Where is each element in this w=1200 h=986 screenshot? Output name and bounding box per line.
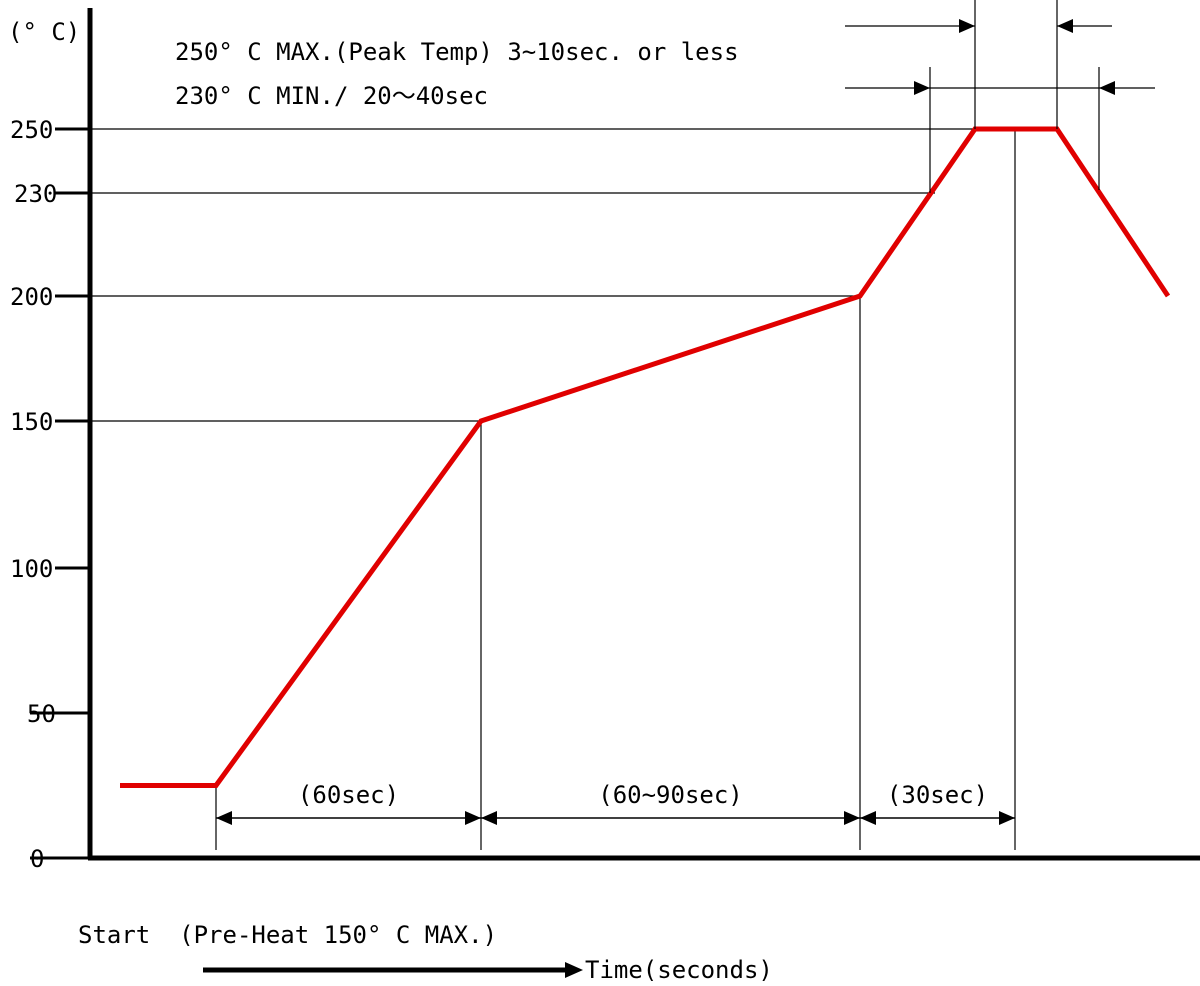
duration-arrow-left-0 <box>216 811 232 825</box>
temperature-curve <box>120 126 1171 788</box>
duration-label-0: (60sec) <box>298 781 399 809</box>
peak-note: 250° C MAX.(Peak Temp) 3~10sec. or less <box>175 38 739 66</box>
axes <box>87 8 1200 861</box>
time-arrow-head <box>565 962 583 978</box>
duration-arrow-right-1 <box>844 811 860 825</box>
duration-markers: (60sec) (60~90sec) (30sec) <box>216 781 1015 825</box>
vertical-markers <box>215 129 1016 850</box>
duration-arrow-right-2 <box>999 811 1015 825</box>
duration-label-2: (30sec) <box>887 781 988 809</box>
min-window-arrowhead-right <box>1099 81 1115 95</box>
y-tick-label-200: 200 <box>10 283 53 311</box>
y-tick-label-230: 230 <box>14 180 57 208</box>
y-unit-label: (° C) <box>8 18 80 46</box>
start-label: Start (Pre-Heat 150° C MAX.) <box>78 921 497 949</box>
duration-arrow-right-0 <box>465 811 481 825</box>
peak-window-markers <box>845 0 1155 193</box>
y-tick-label-100: 100 <box>10 555 53 583</box>
y-ticks: 0 50 100 150 200 230 250 <box>10 116 90 873</box>
min-note: 230° C MIN./ 20～40sec <box>175 82 488 110</box>
peak-window-arrowhead-left <box>959 19 975 33</box>
reference-lines <box>90 128 975 422</box>
duration-label-1: (60~90sec) <box>598 781 743 809</box>
temperature-series-line <box>120 126 1171 788</box>
duration-arrow-left-1 <box>481 811 497 825</box>
peak-window-arrowhead-right <box>1057 19 1073 33</box>
y-tick-label-50: 50 <box>27 700 56 728</box>
y-tick-label-150: 150 <box>10 408 53 436</box>
duration-arrow-left-2 <box>860 811 876 825</box>
y-tick-label-0: 0 <box>30 845 44 873</box>
time-label: Time(seconds) <box>585 956 773 984</box>
min-window-arrowhead-left <box>914 81 930 95</box>
y-tick-label-250: 250 <box>10 116 53 144</box>
